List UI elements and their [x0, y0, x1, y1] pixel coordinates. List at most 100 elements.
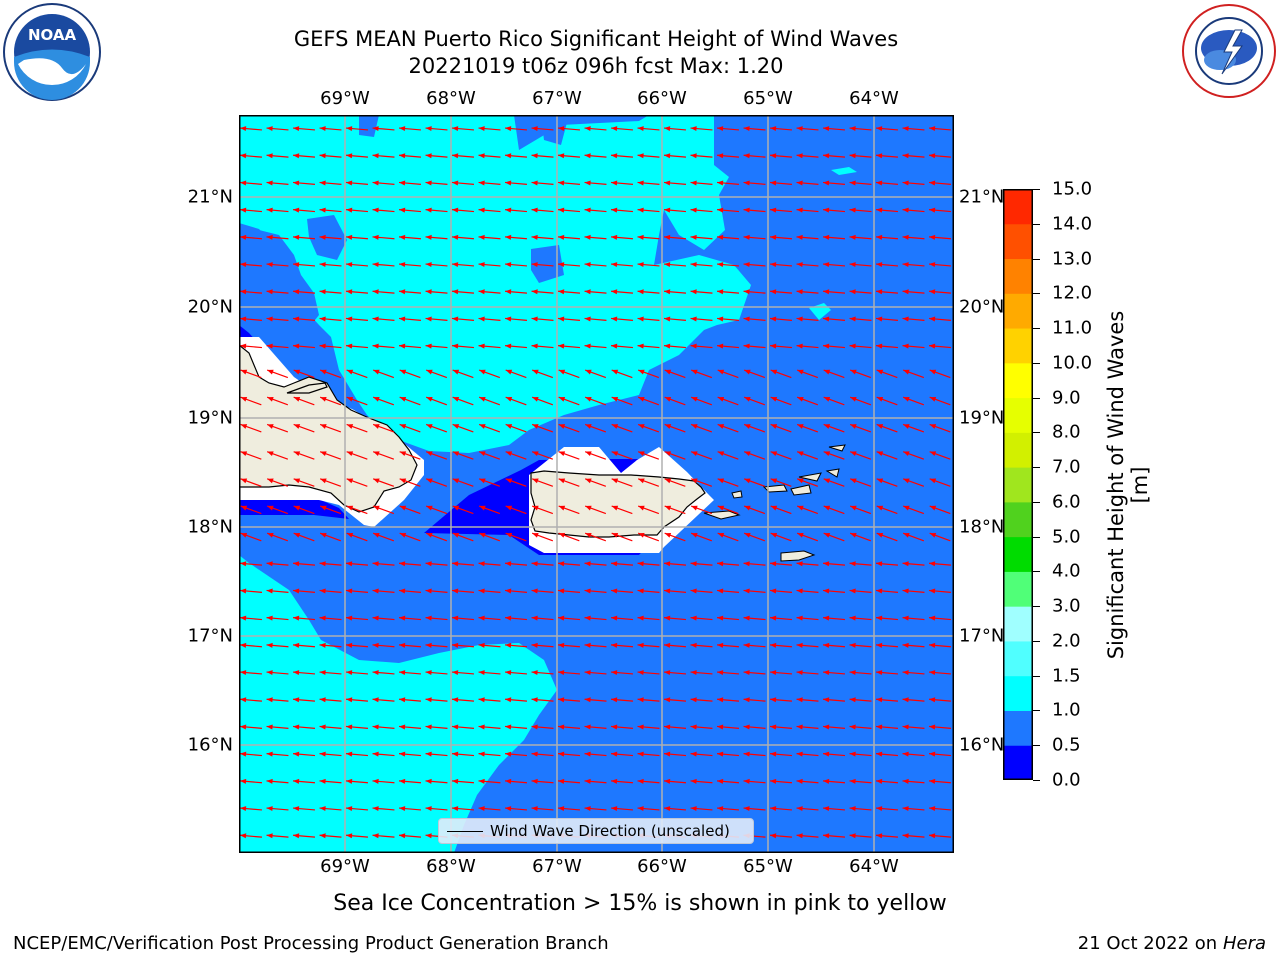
wind-arrow [928, 343, 952, 349]
wind-arrow [425, 316, 448, 322]
wind-arrow [743, 697, 766, 703]
wind-arrow [663, 180, 687, 186]
footer-host: Hera [1222, 933, 1266, 954]
wind-arrow [610, 153, 634, 159]
wind-arrow [769, 153, 793, 159]
wind-arrow [902, 751, 925, 757]
wind-arrow [478, 588, 501, 594]
wind-arrow [240, 369, 262, 379]
wind-arrow [690, 126, 713, 132]
wind-arrow [849, 180, 872, 186]
wind-arrow [345, 343, 369, 349]
wind-arrow [398, 670, 422, 676]
wind-arrow [849, 289, 872, 295]
colorbar-tick-mark [1033, 397, 1040, 399]
colorbar-tick-mark [1033, 745, 1040, 747]
wind-arrow [875, 153, 899, 159]
wind-arrow [531, 262, 554, 268]
wind-arrow [266, 153, 289, 159]
wind-arrow [505, 532, 527, 542]
wind-arrow [584, 724, 607, 730]
wind-arrow [345, 751, 369, 757]
wind-arrow [372, 505, 395, 515]
colorbar-tick-label: 9.0 [1052, 387, 1081, 409]
wind-arrow [796, 751, 819, 757]
wind-arrow [319, 451, 342, 460]
wind-arrow [266, 561, 289, 567]
wind-arrow [902, 126, 925, 132]
wind-arrow [266, 316, 289, 322]
wind-arrow [319, 153, 342, 159]
wind-arrow [637, 396, 660, 406]
wind-arrow [452, 505, 474, 515]
wind-arrow [425, 396, 448, 406]
wind-arrow [690, 806, 713, 812]
wind-arrow [346, 423, 368, 433]
wind-arrow [637, 207, 660, 213]
wind-arrow [769, 343, 793, 349]
wind-arrow [769, 642, 793, 648]
wind-arrow [770, 532, 792, 542]
wind-arrow [743, 806, 766, 812]
wind-arrow [743, 505, 766, 515]
wind-arrow [822, 234, 846, 240]
wind-arrow [372, 234, 395, 240]
wind-arrow [611, 478, 633, 487]
wind-arrow [743, 289, 766, 295]
wind-arrow [478, 615, 501, 621]
colorbar-tick-label: 15.0 [1052, 178, 1093, 200]
wind-arrow [610, 615, 634, 621]
wind-arrow [902, 451, 925, 460]
lat-label-right: 21°N [959, 186, 1005, 208]
wind-arrow [796, 126, 819, 132]
wind-arrow [504, 126, 528, 132]
wind-arrow [902, 588, 925, 594]
wind-arrow [531, 207, 554, 213]
wind-arrow [425, 289, 448, 295]
colorbar-tick-mark [1033, 467, 1040, 469]
wind-arrow [558, 423, 580, 433]
wind-arrow [716, 153, 740, 159]
wind-arrow [717, 478, 739, 487]
wind-arrow [928, 126, 952, 132]
wind-arrow [849, 451, 872, 460]
wind-arrow [504, 778, 528, 784]
wind-arrow [822, 262, 846, 268]
lon-label-bottom: 64°W [849, 856, 899, 877]
wind-arrow [849, 670, 872, 676]
wind-arrow [796, 532, 819, 542]
wind-arrow [292, 289, 316, 295]
wind-arrow [239, 670, 263, 676]
wind-arrow [372, 126, 395, 132]
wind-arrow [611, 396, 633, 406]
wind-arrow [504, 207, 528, 213]
wind-arrow [239, 343, 263, 349]
wind-arrow [346, 532, 368, 542]
wind-arrow [531, 343, 554, 349]
wind-arrow [690, 234, 713, 240]
ocean-band-10-15-south [239, 555, 557, 853]
wind-arrow [690, 369, 713, 379]
wind-arrow [584, 751, 607, 757]
wind-arrow [292, 724, 316, 730]
wind-arrow [717, 451, 739, 460]
map-legend: Wind Wave Direction (unscaled) [438, 818, 754, 844]
wind-arrow [504, 180, 528, 186]
wind-arrow [372, 153, 395, 159]
wind-arrow [531, 642, 554, 648]
wind-arrow [849, 806, 872, 812]
wind-arrow [796, 505, 819, 515]
wind-arrow [928, 724, 952, 730]
wind-arrow [557, 670, 581, 676]
wind-arrow [451, 343, 475, 349]
wind-arrow [558, 478, 580, 487]
wind-arrow [319, 778, 342, 784]
colorbar-tick-mark [1033, 432, 1040, 434]
colorbar-tick-mark [1033, 710, 1040, 712]
wind-arrow [398, 833, 422, 839]
wind-arrow [849, 396, 872, 406]
wind-arrow [769, 126, 793, 132]
wind-arrow [292, 615, 316, 621]
colorbar-tick-label: 11.0 [1052, 317, 1093, 339]
wind-arrow [346, 478, 368, 487]
